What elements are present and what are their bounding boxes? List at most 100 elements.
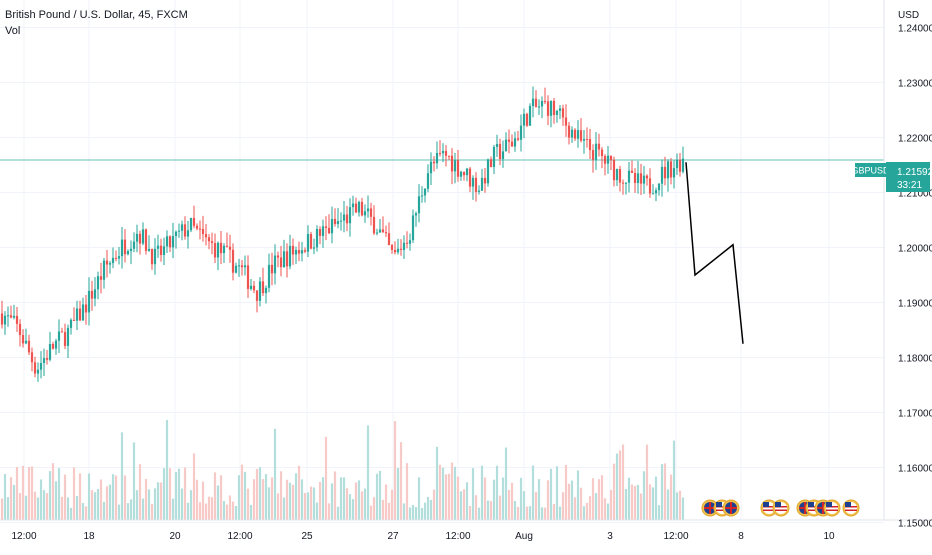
volume-bar [270, 477, 274, 520]
candle-body [327, 227, 331, 234]
volume-bar [195, 479, 199, 520]
price-axis-bg[interactable] [884, 0, 932, 550]
candle-body [516, 138, 520, 140]
volume-bar [18, 493, 22, 520]
us-flag-icon[interactable] [823, 499, 841, 517]
candle-body [291, 245, 295, 255]
candle-body [264, 287, 268, 294]
candle-body [342, 214, 346, 221]
candle-body [93, 289, 97, 299]
volume-bar [597, 479, 601, 520]
volume-bar [600, 475, 604, 520]
volume-bar [660, 464, 664, 520]
candle-body [501, 151, 505, 159]
volume-bar [564, 464, 568, 520]
volume-bar [282, 497, 286, 520]
volume-bar [279, 471, 283, 520]
candle-body [555, 110, 559, 115]
candles [0, 86, 685, 382]
volume-bar [492, 479, 496, 520]
candle-body [417, 196, 421, 214]
uk-flag-icon[interactable] [722, 499, 740, 517]
volume-bar [36, 497, 40, 520]
candle-body [234, 265, 238, 273]
projection-path [685, 162, 744, 344]
volume-bar [57, 468, 61, 520]
volume-bar [399, 442, 403, 520]
price-tick-label: 1.24000 [898, 24, 932, 35]
volume-bar [549, 468, 553, 520]
volume-bar [222, 501, 226, 520]
candle-body [120, 239, 124, 257]
candle-body [348, 207, 352, 224]
candle-body [168, 236, 172, 248]
volume-bar [201, 481, 205, 520]
volume-legend[interactable]: Vol [5, 25, 21, 37]
volume-bar [372, 497, 376, 520]
candle-body [192, 217, 196, 226]
volume-bar [228, 495, 232, 520]
event-markers[interactable] [701, 499, 860, 517]
volume-bar [177, 468, 181, 520]
candle-body [345, 214, 349, 224]
candle-body [405, 242, 409, 244]
time-tick-label: 20 [169, 531, 181, 542]
volume-bar [519, 477, 523, 520]
us-flag-icon[interactable] [772, 499, 790, 517]
volume-bar [606, 503, 610, 520]
candle-body [642, 175, 646, 184]
time-tick-label: Aug [515, 531, 533, 542]
candle-body [30, 352, 34, 363]
candle-body [414, 213, 418, 216]
volume-bar [378, 470, 382, 520]
candle-body [201, 229, 205, 235]
candle-body [588, 139, 592, 151]
candle-body [105, 260, 109, 265]
candle-body [228, 246, 232, 250]
candle-body [498, 143, 502, 159]
volume-bar [147, 489, 151, 520]
volume-bar [75, 496, 79, 520]
candle-body [486, 159, 490, 184]
us-flag-icon[interactable] [842, 499, 860, 517]
candle-body [336, 221, 340, 225]
chart-legend[interactable]: British Pound / U.S. Dollar, 45, FXCM Vo… [5, 7, 188, 39]
volume-bar [264, 474, 268, 520]
volume-bar [183, 467, 187, 520]
volume-bar [171, 498, 175, 520]
candle-body [135, 233, 139, 242]
candle-body [321, 226, 325, 236]
volume-bar [93, 492, 97, 520]
volume-bar [387, 502, 391, 520]
candle-body [630, 170, 634, 173]
volume-bar [486, 500, 490, 520]
candle-body [657, 183, 661, 191]
candle-body [219, 242, 223, 254]
candle-body [312, 247, 316, 249]
candle-body [165, 236, 169, 247]
candle-body [681, 158, 685, 172]
candle-body [450, 155, 454, 172]
candle-body [594, 143, 598, 160]
volume-bar [231, 501, 235, 520]
candle-body [672, 168, 676, 178]
candle-body [666, 161, 670, 179]
volume-bar [318, 481, 322, 520]
volume-bar [651, 487, 655, 520]
volume-bar [111, 474, 115, 520]
volume-bar [498, 495, 502, 520]
volume-bar [234, 506, 238, 520]
symbol-title[interactable]: British Pound / U.S. Dollar, 45, FXCM [5, 9, 188, 21]
volume-bar [468, 505, 472, 520]
candle-body [81, 304, 85, 321]
volume-bar [411, 504, 415, 520]
price-tick-label: 1.22000 [898, 134, 932, 145]
candle-body [63, 332, 67, 346]
volume-bar [297, 465, 301, 520]
candle-body [150, 248, 154, 265]
candle-body [615, 168, 619, 181]
candle-body [438, 153, 442, 155]
candle-body [504, 139, 508, 152]
